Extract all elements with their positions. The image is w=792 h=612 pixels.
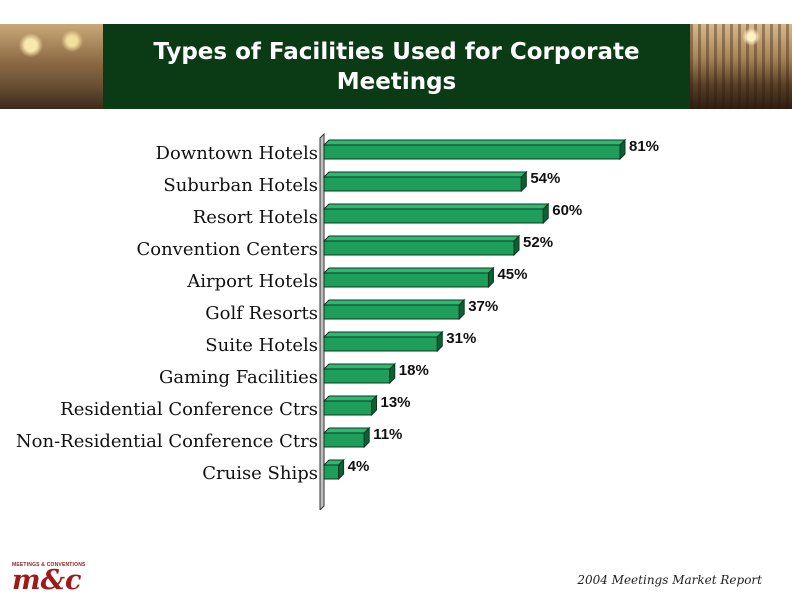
category-label-9: Non-Residential Conference Ctrs (16, 431, 318, 452)
value-label-3: 52% (523, 234, 553, 251)
bar-8 (323, 400, 373, 416)
bar-top-1 (322, 171, 528, 178)
bar-top-9 (322, 427, 371, 434)
bar-top-3 (322, 235, 521, 242)
bar-side-7 (389, 362, 396, 385)
bar-4 (323, 272, 489, 288)
banquet-hall-photo-left (0, 24, 103, 109)
value-axis-wall (319, 132, 325, 510)
value-label-4: 45% (497, 266, 527, 283)
bar-1 (323, 176, 522, 192)
category-label-1: Suburban Hotels (163, 175, 318, 196)
category-label-4: Airport Hotels (186, 271, 318, 292)
auditorium-photo-right (690, 24, 792, 109)
bar-top-7 (322, 363, 396, 370)
category-label-2: Resort Hotels (193, 207, 318, 228)
bar-0 (323, 144, 621, 160)
source-footer: 2004 Meetings Market Report (577, 573, 762, 587)
bar-top-2 (322, 203, 550, 210)
bar-top-0 (322, 139, 627, 146)
value-label-8: 13% (381, 394, 411, 411)
bar-top-5 (322, 299, 466, 306)
bar-2 (323, 208, 544, 224)
bar-10 (323, 464, 340, 480)
value-label-1: 54% (530, 170, 560, 187)
bar-side-5 (458, 298, 465, 321)
value-label-0: 81% (629, 138, 659, 155)
bar-side-2 (542, 202, 549, 225)
bar-side-4 (487, 266, 494, 289)
bar-6 (323, 336, 438, 352)
bar-side-10 (338, 458, 345, 481)
category-label-5: Golf Resorts (205, 303, 318, 324)
logo-mark: m&c (12, 565, 82, 596)
category-label-10: Cruise Ships (202, 463, 318, 484)
value-label-7: 18% (399, 362, 429, 379)
logo-caption: MEETINGS & CONVENTIONS (12, 562, 86, 568)
value-label-5: 37% (468, 298, 498, 315)
category-label-8: Residential Conference Ctrs (60, 399, 318, 420)
bar-5 (323, 304, 460, 320)
category-label-0: Downtown Hotels (156, 143, 318, 164)
page-title: Types of Facilities Used for Corporate M… (153, 38, 640, 95)
bar-9 (323, 432, 365, 448)
category-label-7: Gaming Facilities (159, 367, 318, 388)
bar-3 (323, 240, 515, 256)
bar-top-4 (322, 267, 495, 274)
bar-side-8 (371, 394, 378, 417)
value-label-2: 60% (552, 202, 582, 219)
title-band: Types of Facilities Used for Corporate M… (103, 24, 690, 109)
bar-side-3 (513, 234, 520, 257)
bar-top-8 (322, 395, 378, 402)
bar-7 (323, 368, 391, 384)
category-label-6: Suite Hotels (205, 335, 318, 356)
bar-top-6 (322, 331, 444, 338)
bar-side-6 (436, 330, 443, 353)
bar-side-0 (619, 138, 626, 161)
value-label-6: 31% (446, 330, 476, 347)
mc-logo: MEETINGS & CONVENTIONS m&c (12, 562, 92, 598)
value-label-10: 4% (348, 458, 370, 475)
facilities-bar-chart: Downtown Hotels 81% Suburban Hotels 54% Reso… (16, 132, 659, 510)
bar-side-1 (520, 170, 527, 193)
value-label-9: 11% (373, 426, 402, 443)
category-label-3: Convention Centers (136, 239, 318, 260)
bar-side-9 (363, 426, 370, 449)
header-banner: Types of Facilities Used for Corporate M… (0, 24, 792, 109)
